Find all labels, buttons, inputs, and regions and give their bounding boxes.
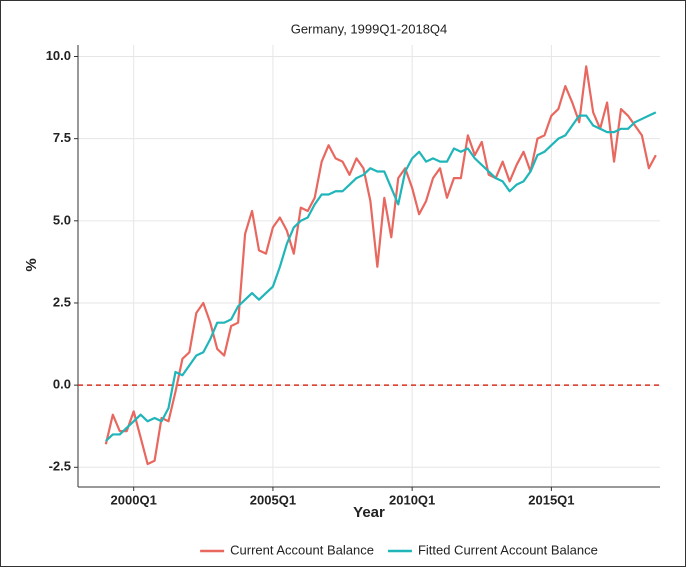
y-tick-label: 7.5 (53, 130, 71, 145)
frame (0, 0, 686, 567)
chart-title: Germany, 1999Q1-2018Q4 (291, 21, 448, 36)
legend-label: Fitted Current Account Balance (418, 542, 598, 557)
y-tick-label: 10.0 (46, 48, 71, 63)
legend-label: Current Account Balance (230, 542, 374, 557)
x-tick-label: 2015Q1 (528, 492, 574, 507)
line-series (105, 111, 657, 442)
y-tick-label: 0.0 (53, 377, 71, 392)
x-axis-label: Year (353, 504, 385, 521)
x-tick-label: 2005Q1 (250, 492, 296, 507)
x-tick-label: 2010Q1 (389, 492, 435, 507)
y-tick-label: 5.0 (53, 212, 71, 227)
line-series (104, 65, 657, 466)
x-tick-label: 2000Q1 (111, 492, 157, 507)
y-tick-label: -2.5 (49, 459, 71, 474)
y-axis-label: % (23, 258, 40, 271)
y-tick-label: 2.5 (53, 294, 71, 309)
